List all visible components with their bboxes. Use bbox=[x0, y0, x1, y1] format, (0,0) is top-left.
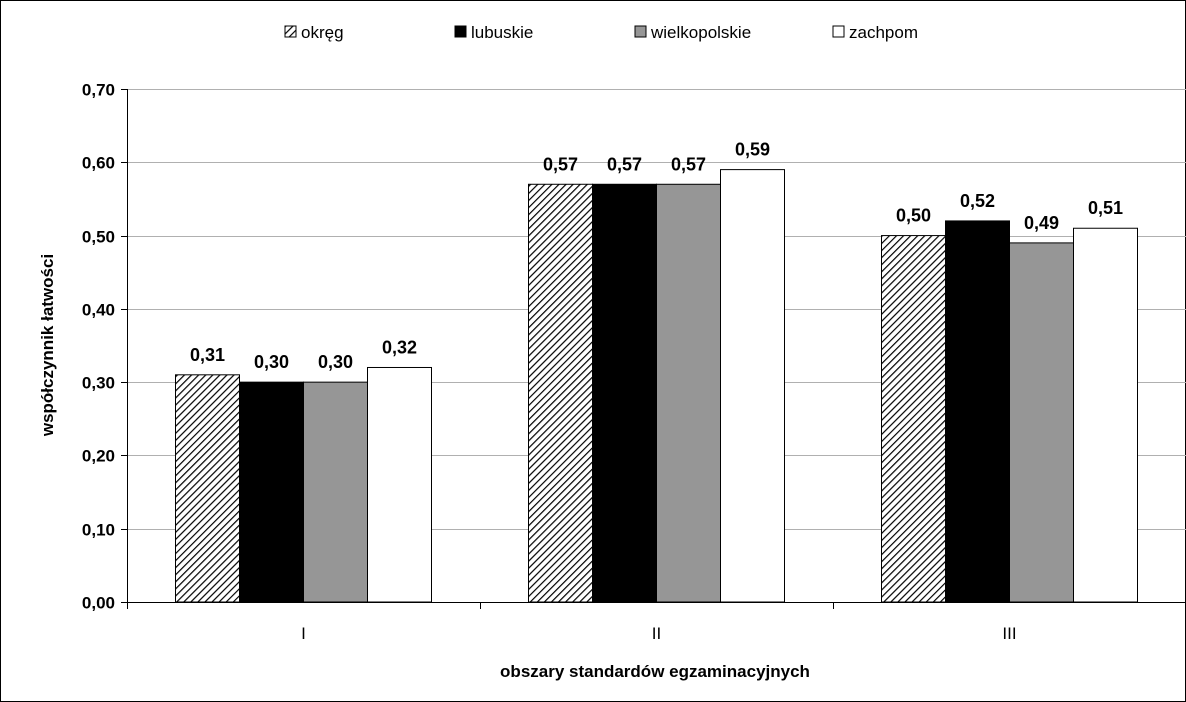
y-tick-label: 0,40 bbox=[82, 301, 115, 320]
data-label: 0,31 bbox=[190, 345, 225, 365]
bar-okręg bbox=[175, 374, 240, 603]
y-tick-label: 0,50 bbox=[82, 228, 115, 247]
bar-wielkopolskie bbox=[303, 381, 368, 603]
legend-label: lubuskie bbox=[471, 23, 533, 42]
legend-swatch bbox=[454, 25, 467, 38]
data-label: 0,32 bbox=[382, 337, 417, 357]
y-tick-label: 0,20 bbox=[82, 447, 115, 466]
y-axis-title: współczynnik łatwości bbox=[38, 254, 57, 437]
bar-wielkopolskie bbox=[1009, 242, 1074, 603]
bar-okręg bbox=[528, 183, 593, 603]
data-label: 0,57 bbox=[671, 154, 706, 174]
y-tick-label: 0,30 bbox=[82, 374, 115, 393]
y-tick-label: 0,10 bbox=[82, 521, 115, 540]
bar-wielkopolskie bbox=[656, 183, 721, 603]
x-category-label: I bbox=[301, 624, 306, 643]
data-label: 0,57 bbox=[607, 154, 642, 174]
data-label: 0,50 bbox=[896, 206, 931, 226]
legend-label: zachpom bbox=[849, 23, 918, 42]
legend-swatch bbox=[832, 25, 845, 38]
bar-zachpom bbox=[720, 169, 785, 603]
data-labels: 0,31 0,30 0,30 0,32 0,57 0,57 0,57 0,59 0,50 0,52… bbox=[190, 140, 1123, 373]
data-label: 0,49 bbox=[1024, 213, 1059, 233]
bar-zachpom bbox=[1073, 227, 1138, 603]
y-tick-label: 0,70 bbox=[82, 81, 115, 100]
y-tick-label: 0,60 bbox=[82, 154, 115, 173]
data-label: 0,57 bbox=[543, 154, 578, 174]
bar-zachpom bbox=[367, 366, 432, 603]
bar-lubuskie bbox=[239, 381, 304, 603]
x-axis-title: obszary standardów egzaminacyjnych bbox=[500, 662, 810, 681]
data-label: 0,51 bbox=[1088, 198, 1123, 218]
bars bbox=[175, 169, 1138, 603]
data-label: 0,52 bbox=[960, 191, 995, 211]
legend-swatch bbox=[634, 25, 647, 38]
legend-label: okręg bbox=[301, 23, 344, 42]
axes: 0,000,100,200,300,400,500,600,70I II III bbox=[82, 81, 1186, 643]
legend: okręg lubuskie wielkopolskie zachpom bbox=[284, 23, 918, 42]
legend-swatch bbox=[284, 25, 297, 38]
data-label: 0,30 bbox=[318, 352, 353, 372]
x-category-label: II bbox=[652, 624, 661, 643]
data-label: 0,30 bbox=[254, 352, 289, 372]
bar-lubuskie bbox=[945, 220, 1010, 603]
bar-lubuskie bbox=[592, 183, 657, 603]
data-label: 0,59 bbox=[735, 140, 770, 160]
legend-label: wielkopolskie bbox=[650, 23, 751, 42]
y-tick-label: 0,00 bbox=[82, 594, 115, 613]
bar-okręg bbox=[881, 235, 946, 603]
x-category-label: III bbox=[1002, 624, 1016, 643]
